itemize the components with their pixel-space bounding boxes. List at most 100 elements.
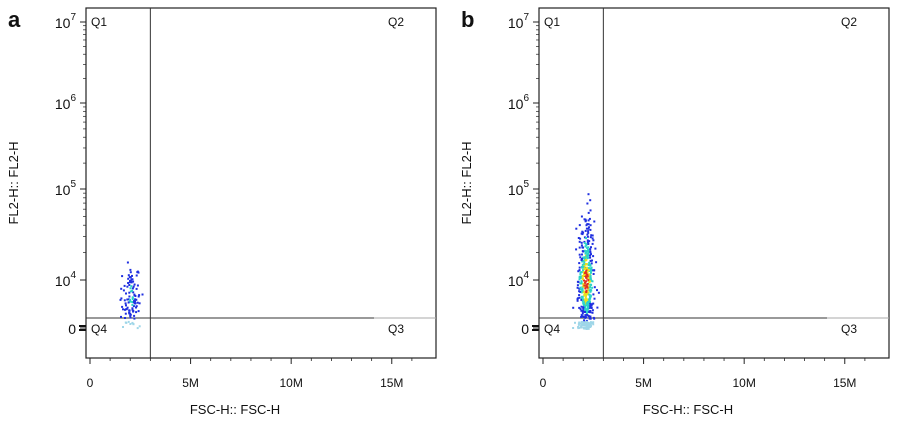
- data-point: [583, 249, 586, 252]
- data-point: [586, 299, 589, 301]
- y-tick-label: 0: [521, 321, 529, 337]
- data-point: [587, 325, 590, 328]
- data-point: [137, 295, 140, 298]
- data-point: [131, 296, 134, 299]
- data-point: [587, 249, 590, 252]
- data-point: [594, 247, 597, 250]
- data-point: [585, 320, 588, 323]
- data-point: [131, 300, 134, 303]
- data-point: [581, 233, 584, 236]
- data-point: [590, 304, 593, 307]
- data-point: [580, 271, 583, 274]
- data-point: [582, 256, 585, 259]
- data-point: [580, 323, 583, 326]
- data-point: [586, 253, 589, 256]
- data-point: [135, 305, 138, 308]
- data-point: [584, 295, 587, 298]
- data-point: [591, 286, 594, 289]
- data-point: [589, 250, 592, 253]
- data-point: [584, 306, 587, 309]
- data-point: [582, 327, 585, 330]
- data-point: [585, 270, 587, 273]
- data-point: [592, 293, 595, 296]
- data-point: [587, 223, 590, 226]
- data-point: [585, 224, 588, 227]
- data-point: [587, 303, 589, 306]
- data-point: [588, 263, 591, 266]
- data-point: [581, 260, 584, 263]
- data-point: [583, 236, 586, 239]
- data-point: [591, 259, 593, 262]
- data-point: [595, 261, 598, 264]
- data-point: [582, 308, 585, 311]
- data-point: [583, 242, 586, 245]
- data-point: [597, 291, 600, 294]
- data-point: [588, 310, 591, 313]
- data-point: [584, 287, 587, 290]
- data-point: [582, 298, 584, 301]
- data-point: [591, 234, 594, 237]
- data-point: [589, 209, 592, 212]
- x-tick-label: 10M: [733, 376, 756, 390]
- data-point: [577, 237, 580, 239]
- data-point: [127, 274, 130, 277]
- data-point: [590, 266, 593, 269]
- data-point: [585, 237, 587, 240]
- data-point: [580, 316, 583, 318]
- data-point: [575, 248, 578, 251]
- data-point: [129, 287, 132, 290]
- data-point: [585, 243, 588, 246]
- data-point: [589, 275, 592, 277]
- x-tick-label: 15M: [380, 376, 403, 390]
- data-point: [133, 293, 136, 296]
- data-point: [588, 251, 590, 254]
- data-point: [132, 309, 135, 312]
- data-point: [586, 239, 589, 242]
- data-point: [589, 251, 592, 254]
- data-point: [580, 259, 583, 262]
- data-point: [589, 280, 592, 283]
- data-point: [586, 283, 589, 286]
- data-point: [128, 291, 131, 294]
- data-point: [576, 298, 579, 301]
- data-point: [120, 287, 123, 290]
- data-point: [582, 302, 585, 305]
- data-point: [592, 323, 595, 326]
- data-point: [588, 283, 590, 286]
- data-point: [124, 317, 126, 319]
- data-point: [580, 241, 583, 244]
- data-point: [584, 229, 587, 232]
- panel-label: a: [8, 7, 21, 32]
- data-point: [596, 306, 599, 309]
- data-point: [585, 268, 588, 271]
- data-point: [593, 297, 596, 300]
- data-point: [137, 310, 140, 313]
- data-point: [131, 278, 134, 281]
- x-tick-label: 5M: [182, 376, 199, 390]
- data-point: [581, 263, 584, 266]
- data-point: [589, 254, 591, 257]
- data-point: [129, 271, 132, 274]
- data-point: [129, 314, 132, 317]
- data-point: [141, 293, 144, 296]
- data-point: [589, 259, 592, 262]
- data-point: [576, 286, 579, 289]
- data-point: [591, 242, 594, 245]
- data-point: [588, 289, 591, 292]
- data-point: [578, 287, 581, 290]
- data-point: [591, 311, 594, 314]
- data-point: [592, 255, 595, 258]
- data-point: [130, 281, 133, 284]
- data-point: [119, 298, 122, 301]
- data-point: [133, 300, 135, 303]
- data-point: [122, 289, 125, 292]
- data-point: [124, 302, 127, 305]
- data-point: [590, 279, 593, 282]
- data-point: [123, 299, 126, 302]
- data-point: [584, 272, 586, 275]
- data-point: [581, 315, 584, 318]
- data-point: [584, 315, 587, 318]
- y-tick-label: 104: [508, 270, 530, 289]
- data-point: [589, 267, 592, 270]
